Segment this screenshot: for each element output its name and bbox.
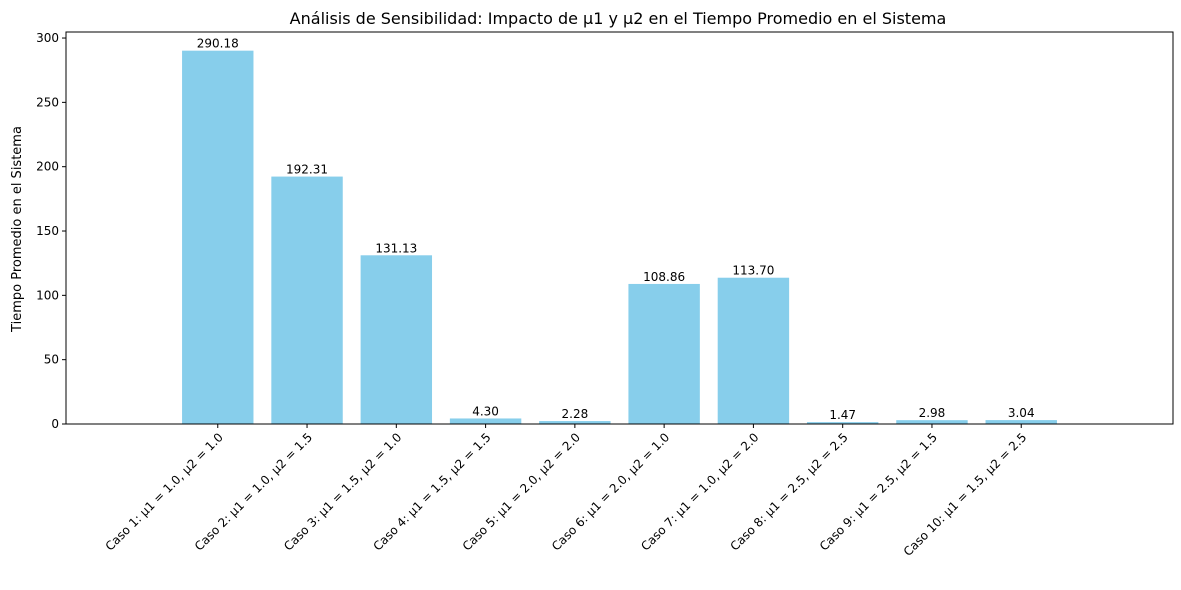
bar <box>449 418 522 424</box>
bar <box>628 283 700 424</box>
chart-title: Análisis de Sensibilidad: Impacto de μ1 … <box>290 9 947 28</box>
bar <box>182 50 254 424</box>
bar <box>806 422 879 424</box>
bar <box>985 420 1057 424</box>
bar-value-label: 4.30 <box>472 404 499 418</box>
y-tick-label: 50 <box>44 353 59 367</box>
y-tick-label: 250 <box>36 95 59 109</box>
bar-value-label: 131.13 <box>375 241 417 255</box>
y-axis-label: Tiempo Promedio en el Sistema <box>10 126 25 333</box>
y-tick-label: 200 <box>36 160 59 174</box>
bar-value-label: 2.98 <box>919 406 946 420</box>
bar-value-label: 2.28 <box>562 407 589 421</box>
bar <box>717 277 790 424</box>
y-tick-label: 0 <box>51 417 59 431</box>
bar-value-label: 3.04 <box>1008 406 1035 420</box>
bar-value-label: 113.70 <box>732 264 774 278</box>
bar <box>271 176 343 424</box>
bar <box>539 421 611 424</box>
y-tick-label: 300 <box>36 31 59 45</box>
bar-value-label: 290.18 <box>197 37 239 51</box>
bar-value-label: 108.86 <box>643 270 685 284</box>
bar-value-label: 1.47 <box>829 408 856 422</box>
bar <box>360 255 433 424</box>
plot-frame <box>65 31 1174 425</box>
plot-area: 290.18 192.31 131.13 4.30 2.28 108.86 113.70 1.… <box>36 31 1174 559</box>
y-tick-label: 150 <box>36 224 59 238</box>
bar-value-label: 192.31 <box>286 163 328 177</box>
bar <box>896 420 968 424</box>
y-tick-label: 100 <box>36 288 59 302</box>
